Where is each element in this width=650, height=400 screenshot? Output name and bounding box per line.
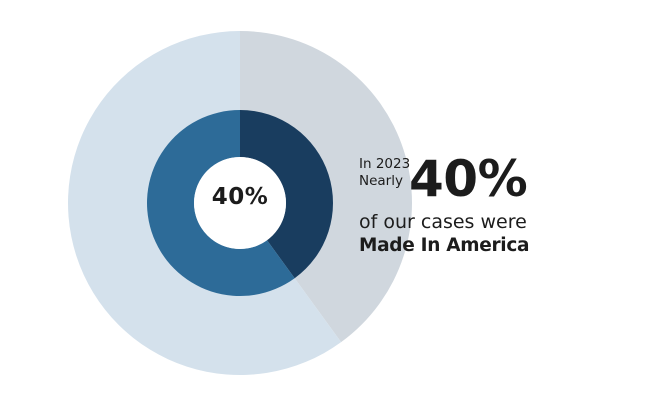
- callout-big-percent: 40%: [409, 150, 528, 208]
- callout-year-line: In 2023: [359, 156, 411, 172]
- ring-2-slice-1: [240, 110, 334, 279]
- donut-hole: [194, 157, 286, 249]
- donut-center-label: 40%: [211, 184, 269, 210]
- callout-nearly-line: Nearly: [359, 173, 403, 189]
- callout-emphasis: Made In America: [359, 235, 530, 256]
- ring-2-slice-2: [147, 110, 295, 296]
- callout-top-row: In 2023 Nearly 40%: [359, 150, 619, 210]
- callout-small-lines: In 2023 Nearly: [359, 156, 410, 190]
- callout-text: In 2023 Nearly 40% of our cases were Mad…: [359, 150, 619, 258]
- callout-description: of our cases were: [359, 211, 527, 233]
